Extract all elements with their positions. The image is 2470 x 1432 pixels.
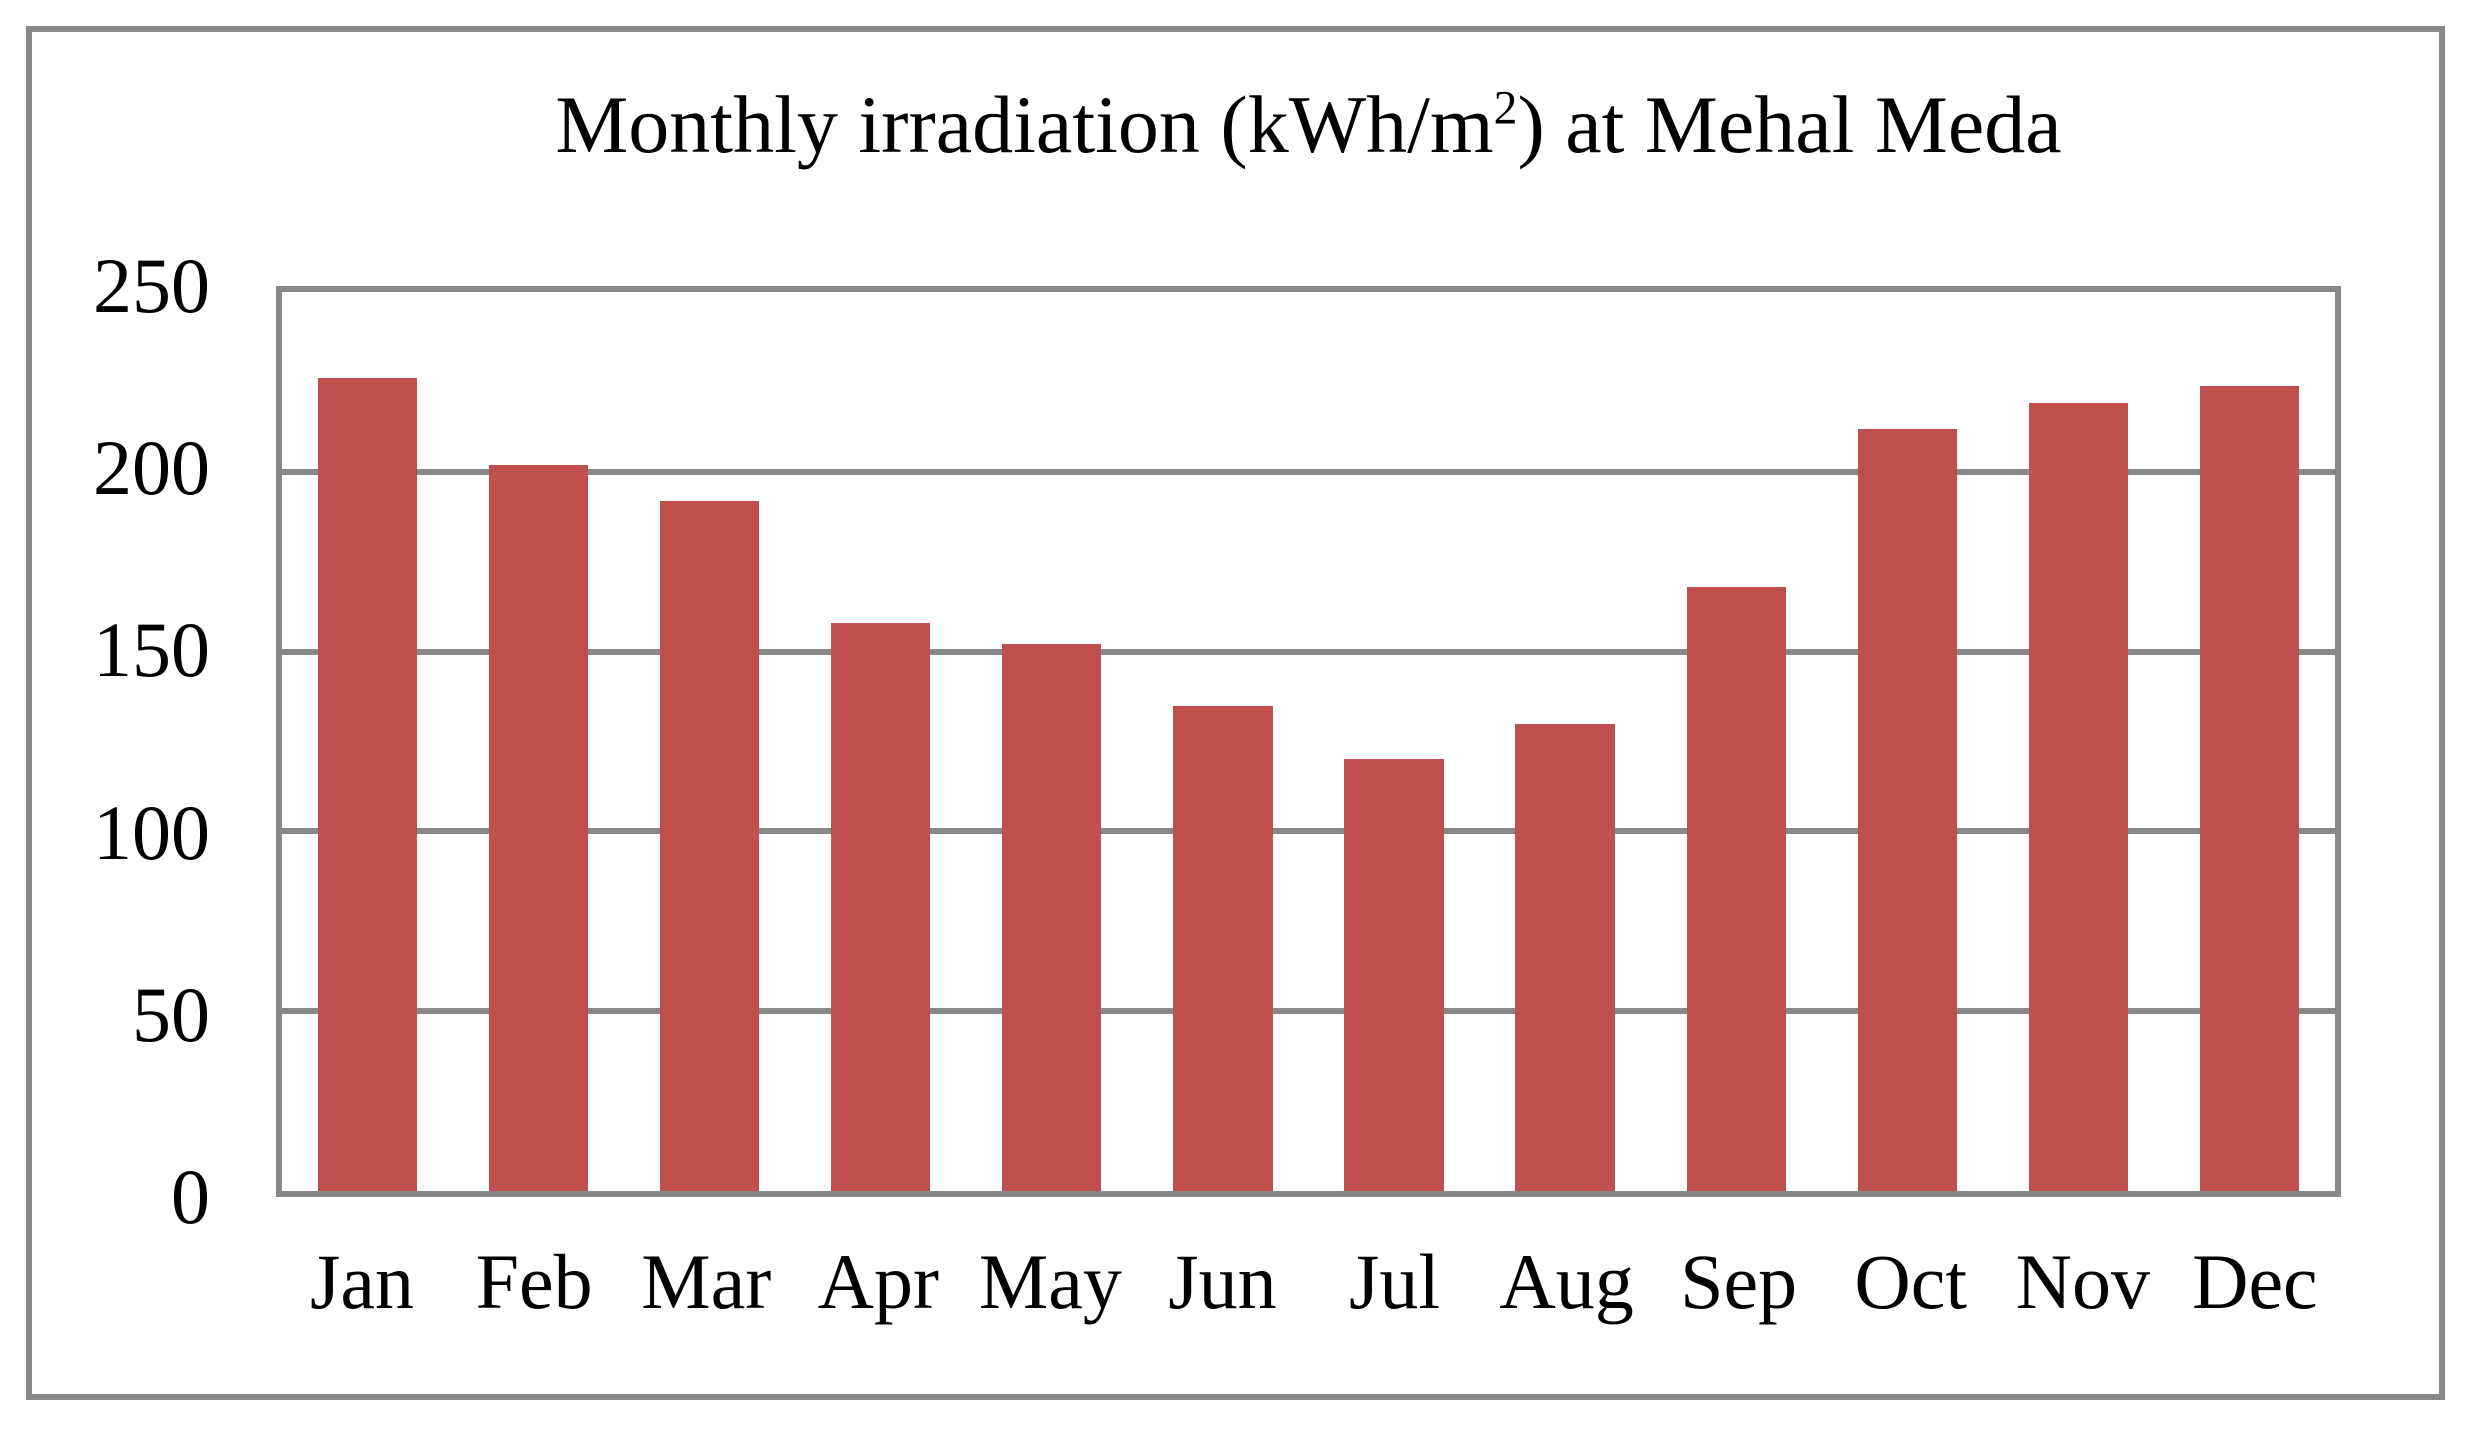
- x-tick-label-feb: Feb: [475, 1238, 593, 1325]
- bar-slot-jan: [282, 292, 453, 1191]
- x-tick-label-jan: Jan: [310, 1238, 415, 1325]
- bar-slot-may: [966, 292, 1137, 1191]
- x-tick-label-nov: Nov: [2015, 1238, 2150, 1325]
- bar-jan: [317, 378, 418, 1191]
- plot-area: [276, 286, 2341, 1197]
- bar-jun: [1173, 705, 1273, 1191]
- bar-may: [1002, 644, 1102, 1191]
- bar-slot-aug: [1480, 292, 1651, 1191]
- x-tick-label-jun: Jun: [1168, 1238, 1277, 1325]
- x-tick-label-mar: Mar: [641, 1238, 772, 1325]
- gridline-50: [282, 1008, 2335, 1015]
- bar-oct: [1857, 428, 1957, 1191]
- bar-feb: [489, 464, 589, 1191]
- bar-slot-nov: [1993, 292, 2164, 1191]
- bar-slot-jun: [1137, 292, 1308, 1191]
- x-tick-label-jul: Jul: [1348, 1238, 1441, 1325]
- bar-jul: [1344, 759, 1444, 1191]
- chart-title-text-suffix: ) at Mehal Meda: [1517, 79, 2062, 170]
- bar-mar: [660, 500, 760, 1191]
- x-tick-label-aug: Aug: [1499, 1238, 1634, 1325]
- bar-aug: [1515, 723, 1615, 1191]
- bar-slot-sep: [1651, 292, 1822, 1191]
- y-tick-label-150: 150: [93, 606, 210, 694]
- bar-slot-mar: [624, 292, 795, 1191]
- y-tick-label-100: 100: [93, 788, 210, 876]
- y-tick-label-200: 200: [93, 424, 210, 512]
- bars-container: [282, 292, 2335, 1191]
- bar-slot-dec: [2164, 292, 2335, 1191]
- chart-title-superscript: 2: [1493, 82, 1518, 135]
- bar-slot-jul: [1308, 292, 1479, 1191]
- gridline-200: [282, 468, 2335, 475]
- bar-slot-feb: [453, 292, 624, 1191]
- x-tick-label-dec: Dec: [2192, 1238, 2318, 1325]
- x-tick-label-sep: Sep: [1680, 1238, 1798, 1325]
- x-tick-label-may: May: [978, 1238, 1122, 1325]
- bar-apr: [831, 622, 931, 1191]
- chart-title-text: Monthly irradiation (kWh/m: [555, 79, 1494, 170]
- gridline-150: [282, 648, 2335, 655]
- y-tick-label-250: 250: [93, 242, 210, 329]
- x-tick-label-apr: Apr: [817, 1238, 939, 1325]
- x-axis-labels: Jan Feb Mar Apr May Jun Jul Aug Sep Oct Nov Dec: [276, 1235, 2341, 1355]
- y-tick-label-0: 0: [171, 1153, 210, 1240]
- bar-dec: [2199, 385, 2299, 1191]
- x-tick-label-oct: Oct: [1854, 1238, 1968, 1325]
- y-axis-labels: 250 200 150 100 50 0: [40, 247, 210, 1236]
- bar-slot-apr: [795, 292, 966, 1191]
- gridline-100: [282, 828, 2335, 835]
- y-tick-label-50: 50: [132, 970, 210, 1058]
- bar-slot-oct: [1822, 292, 1993, 1191]
- chart-title: Monthly irradiation (kWh/m2) at Mehal Me…: [276, 78, 2341, 172]
- bar-sep: [1686, 586, 1786, 1191]
- bar-nov: [2028, 403, 2128, 1191]
